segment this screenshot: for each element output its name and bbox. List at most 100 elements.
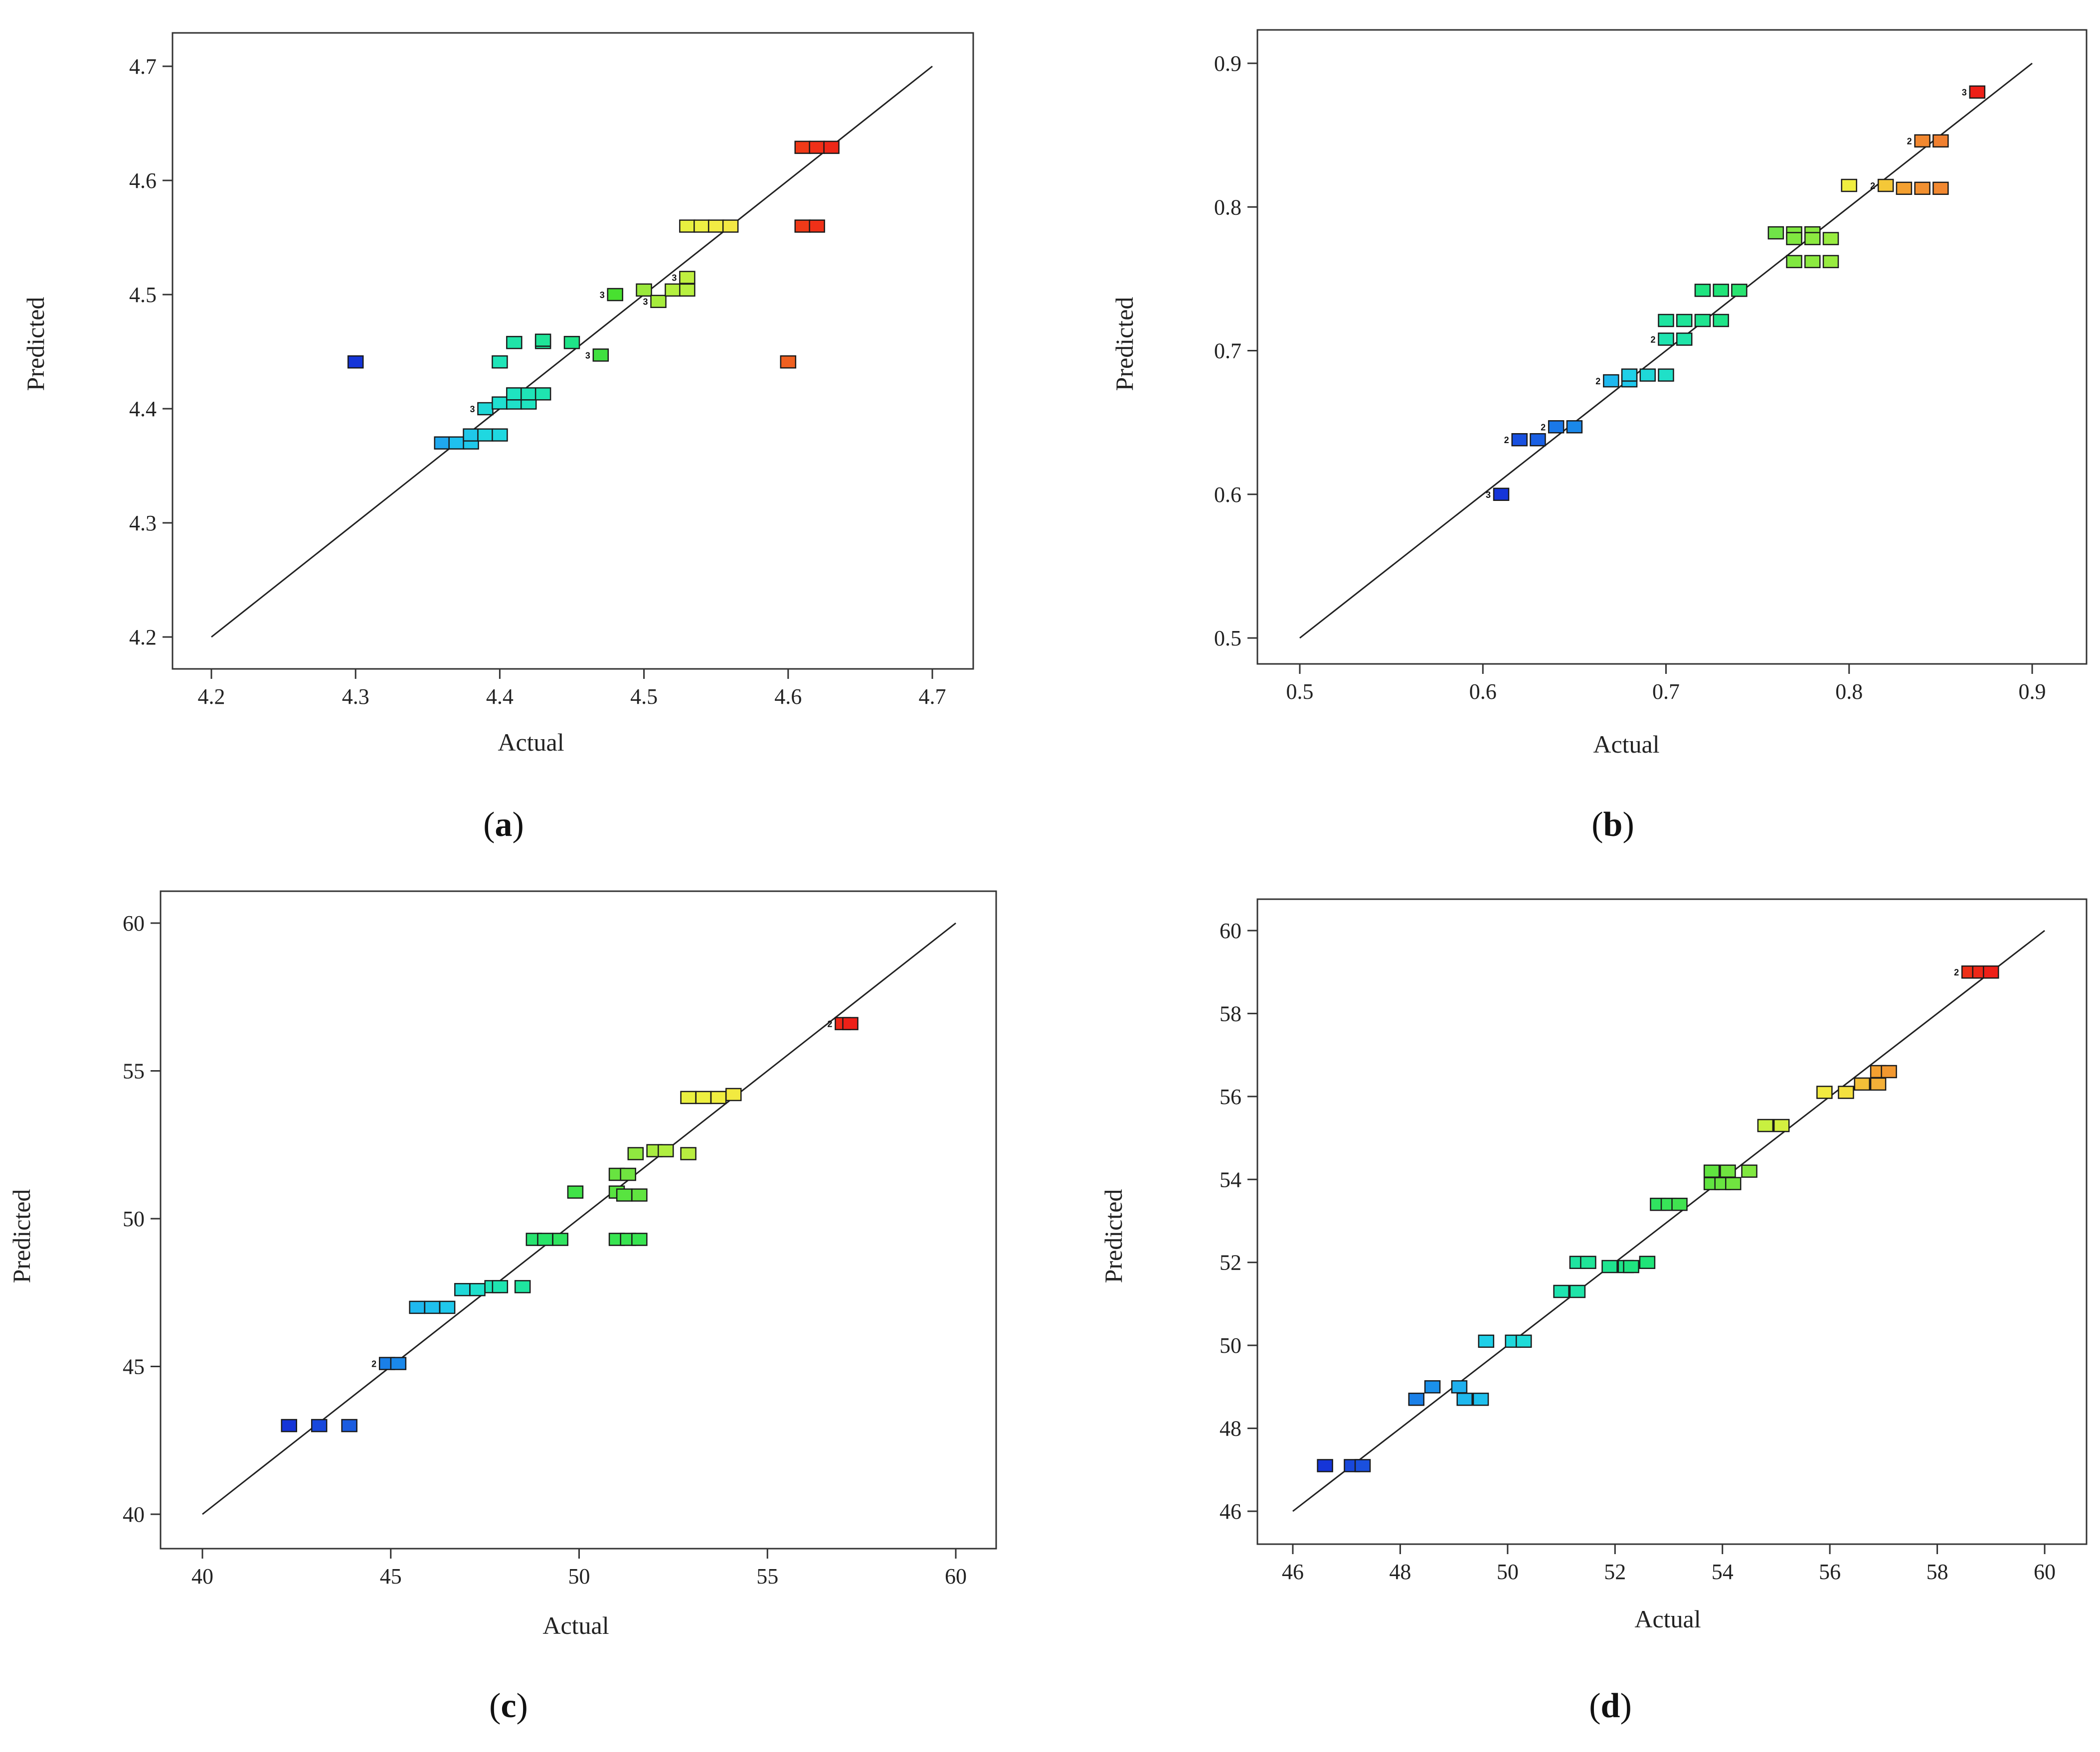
- data-point: [1932, 134, 1949, 148]
- data-point: [514, 1280, 531, 1293]
- data-point: [1969, 85, 1986, 99]
- data-point: [592, 348, 609, 362]
- point-count-label: 2: [1541, 422, 1546, 432]
- y-tick-label: 4.3: [129, 511, 157, 535]
- data-point: [506, 335, 523, 349]
- data-point: [1720, 1164, 1736, 1178]
- x-tick-label: 0.7: [1652, 679, 1680, 704]
- y-tick-label: 56: [1220, 1085, 1241, 1109]
- data-point: [552, 1233, 568, 1246]
- data-point: [780, 355, 797, 369]
- data-point: [1870, 1077, 1887, 1091]
- data-point: [1639, 1256, 1656, 1269]
- data-point: [520, 387, 537, 401]
- data-point: [1472, 1393, 1489, 1406]
- x-tick-label: 45: [380, 1564, 402, 1589]
- reference-line: [202, 922, 956, 1515]
- panel-letter: d: [1601, 1687, 1620, 1725]
- x-axis-title: Actual: [542, 1611, 609, 1639]
- data-point: [409, 1300, 425, 1314]
- data-point: [631, 1233, 648, 1246]
- data-point: [680, 1147, 697, 1160]
- x-tick-label: 60: [2034, 1560, 2056, 1584]
- point-count-label: 2: [1870, 181, 1875, 191]
- data-point: [1639, 368, 1656, 382]
- chart-a: 4.2 4.3 4.4 4.5 4.6 4.7 4.2 4.3 4.4 4.5 4.6 4.7 3 3 3 3…: [21, 32, 974, 844]
- data-point: [1713, 284, 1729, 297]
- point-count-label: 3: [1486, 490, 1491, 500]
- data-point: [1676, 314, 1693, 327]
- data-point: [680, 1091, 697, 1105]
- y-tick-label: 0.6: [1214, 482, 1241, 507]
- data-point: [1731, 284, 1748, 297]
- data-point: [809, 141, 825, 154]
- chart-b: 0.5 0.6 0.7 0.8 0.9 0.5 0.6 0.7 0.8 0.9 3 2 2 2 2 2 2 3 Ac…: [1110, 29, 2088, 844]
- x-tick-label: 58: [1926, 1560, 1948, 1584]
- data-point: [1566, 420, 1583, 434]
- y-axis-title: Predicted: [1099, 1189, 1127, 1283]
- data-point: [1725, 1177, 1742, 1190]
- reference-line: [1292, 930, 2045, 1512]
- data-point: [281, 1419, 298, 1433]
- data-point: [492, 428, 508, 442]
- y-tick-label: 50: [1220, 1333, 1241, 1358]
- data-point: [1838, 1086, 1854, 1099]
- data-point: [1881, 1065, 1897, 1079]
- data-point: [1478, 1334, 1495, 1348]
- x-axis-title: Actual: [498, 728, 564, 756]
- y-axis-title: Predicted: [21, 297, 49, 391]
- data-point: [1896, 181, 1913, 195]
- y-tick-label: 40: [123, 1502, 145, 1527]
- x-tick-label: 48: [1389, 1560, 1411, 1584]
- y-tick-label: 4.6: [129, 168, 157, 193]
- point-count-label: 3: [585, 350, 590, 360]
- data-point: [679, 219, 696, 233]
- panel-caption: (d): [1589, 1687, 1632, 1725]
- data-point: [1822, 255, 1839, 269]
- data-point: [477, 402, 494, 416]
- y-tick-label: 60: [123, 911, 145, 936]
- x-tick-label: 50: [568, 1564, 590, 1589]
- panel-caption: (a): [483, 805, 524, 844]
- data-point: [607, 288, 624, 302]
- y-tick-label: 4.2: [129, 625, 157, 649]
- data-point: [809, 219, 825, 233]
- x-tick-label: 0.6: [1469, 679, 1497, 704]
- y-tick-label: 4.7: [129, 54, 157, 79]
- data-point: [492, 355, 508, 369]
- data-point: [1658, 314, 1674, 327]
- x-axis-title: Actual: [1634, 1605, 1701, 1633]
- data-point: [636, 283, 652, 297]
- chart-c: 40 45 50 55 60 40 45 50 55 60 2 2 Actual Predicted (c): [7, 890, 997, 1725]
- x-tick-label: 4.7: [919, 684, 946, 709]
- x-tick-label: 60: [945, 1564, 967, 1589]
- data-point: [537, 1233, 553, 1246]
- reference-line: [1299, 62, 2033, 639]
- x-tick-label: 50: [1497, 1560, 1519, 1584]
- y-tick-label: 60: [1220, 919, 1241, 943]
- data-point: [710, 1091, 727, 1105]
- data-point: [725, 1088, 742, 1102]
- data-point: [1553, 1284, 1570, 1298]
- y-axis-title: Predicted: [1110, 297, 1138, 391]
- x-tick-label: 4.5: [630, 684, 658, 709]
- data-point: [469, 1283, 486, 1296]
- data-point: [1914, 181, 1930, 195]
- data-point: [1786, 232, 1802, 245]
- data-point: [627, 1147, 644, 1160]
- data-point: [1671, 1197, 1688, 1211]
- data-point: [477, 428, 494, 442]
- data-point: [1603, 374, 1619, 388]
- data-point: [794, 219, 811, 233]
- data-point: [1757, 1118, 1774, 1132]
- point-count-label: 2: [371, 1359, 376, 1369]
- data-point: [679, 283, 696, 297]
- x-tick-label: 0.8: [1835, 679, 1863, 704]
- data-point: [631, 1188, 648, 1202]
- data-point: [463, 428, 479, 442]
- y-tick-label: 0.9: [1214, 51, 1241, 76]
- data-point: [1804, 255, 1821, 269]
- data-point: [311, 1419, 328, 1433]
- panel-caption: (b): [1591, 805, 1634, 844]
- panel-caption: (c): [489, 1687, 528, 1725]
